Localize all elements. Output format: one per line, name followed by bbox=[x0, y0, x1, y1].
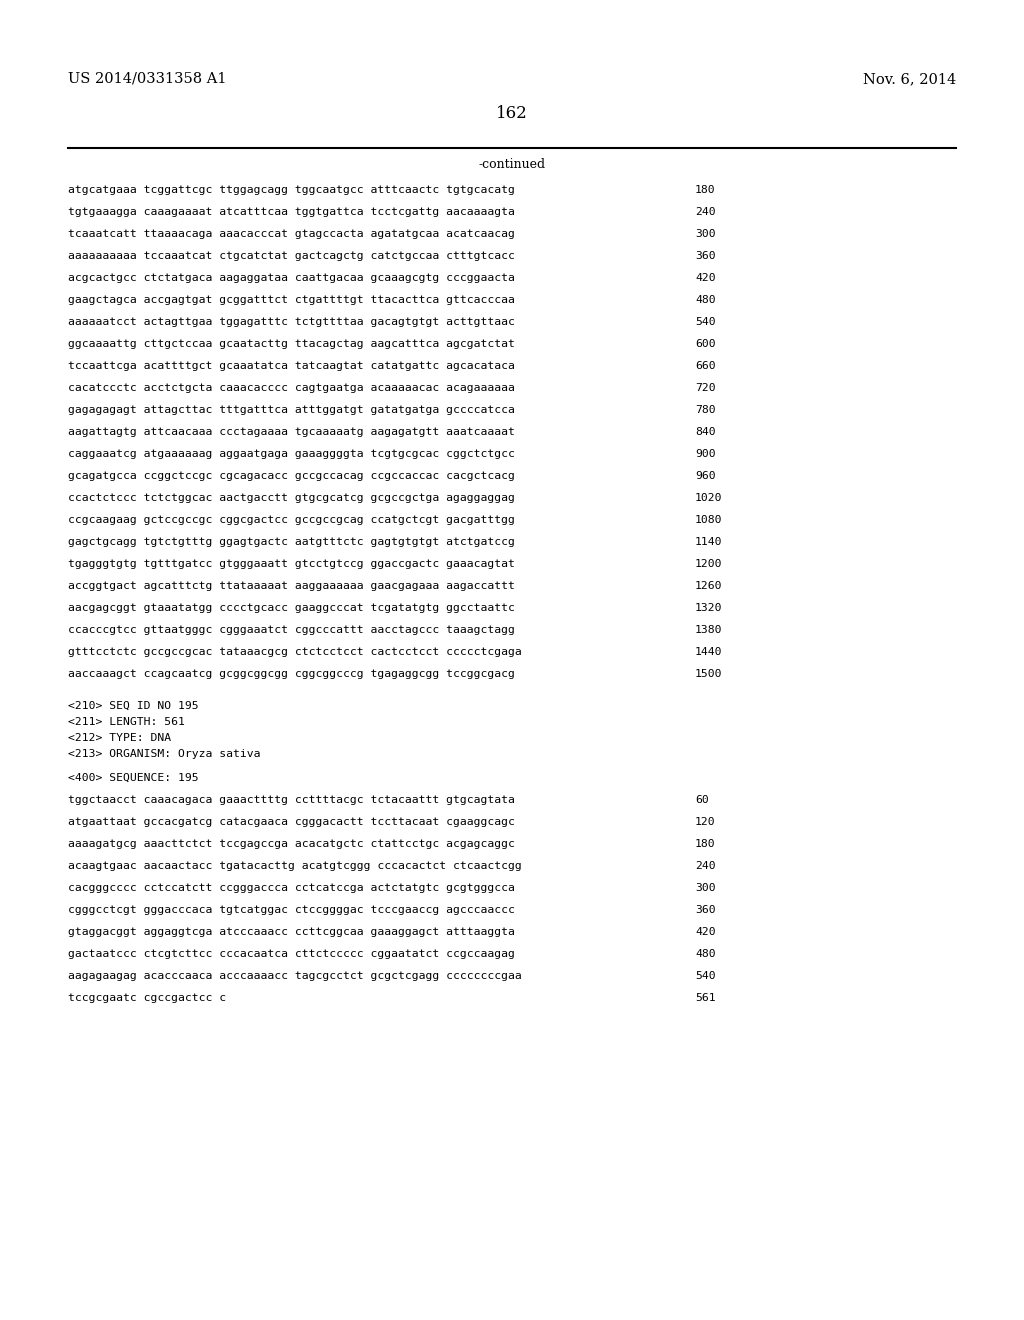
Text: 162: 162 bbox=[496, 106, 528, 121]
Text: 780: 780 bbox=[695, 405, 716, 414]
Text: 300: 300 bbox=[695, 228, 716, 239]
Text: atgaattaat gccacgatcg catacgaaca cgggacactt tccttacaat cgaaggcagc: atgaattaat gccacgatcg catacgaaca cgggaca… bbox=[68, 817, 515, 828]
Text: ccgcaagaag gctccgccgc cggcgactcc gccgccgcag ccatgctcgt gacgatttgg: ccgcaagaag gctccgccgc cggcgactcc gccgccg… bbox=[68, 515, 515, 525]
Text: tccgcgaatc cgccgactcc c: tccgcgaatc cgccgactcc c bbox=[68, 993, 226, 1003]
Text: US 2014/0331358 A1: US 2014/0331358 A1 bbox=[68, 73, 226, 86]
Text: acgcactgcc ctctatgaca aagaggataa caattgacaa gcaaagcgtg cccggaacta: acgcactgcc ctctatgaca aagaggataa caattga… bbox=[68, 273, 515, 282]
Text: caggaaatcg atgaaaaaag aggaatgaga gaaaggggta tcgtgcgcac cggctctgcc: caggaaatcg atgaaaaaag aggaatgaga gaaaggg… bbox=[68, 449, 515, 459]
Text: 360: 360 bbox=[695, 251, 716, 261]
Text: 360: 360 bbox=[695, 906, 716, 915]
Text: 1380: 1380 bbox=[695, 624, 723, 635]
Text: 1080: 1080 bbox=[695, 515, 723, 525]
Text: 300: 300 bbox=[695, 883, 716, 894]
Text: tccaattcga acattttgct gcaaatatca tatcaagtat catatgattc agcacataca: tccaattcga acattttgct gcaaatatca tatcaag… bbox=[68, 360, 515, 371]
Text: tggctaacct caaacagaca gaaacttttg ccttttacgc tctacaattt gtgcagtata: tggctaacct caaacagaca gaaacttttg cctttta… bbox=[68, 795, 515, 805]
Text: gactaatccc ctcgtcttcc cccacaatca cttctccccc cggaatatct ccgccaagag: gactaatccc ctcgtcttcc cccacaatca cttctcc… bbox=[68, 949, 515, 960]
Text: 1200: 1200 bbox=[695, 558, 723, 569]
Text: 60: 60 bbox=[695, 795, 709, 805]
Text: gcagatgcca ccggctccgc cgcagacacc gccgccacag ccgccaccac cacgctcacg: gcagatgcca ccggctccgc cgcagacacc gccgcca… bbox=[68, 471, 515, 480]
Text: aaccaaagct ccagcaatcg gcggcggcgg cggcggcccg tgagaggcgg tccggcgacg: aaccaaagct ccagcaatcg gcggcggcgg cggcggc… bbox=[68, 669, 515, 678]
Text: aaaaaaaaaa tccaaatcat ctgcatctat gactcagctg catctgccaa ctttgtcacc: aaaaaaaaaa tccaaatcat ctgcatctat gactcag… bbox=[68, 251, 515, 261]
Text: accggtgact agcatttctg ttataaaaat aaggaaaaaa gaacgagaaa aagaccattt: accggtgact agcatttctg ttataaaaat aaggaaa… bbox=[68, 581, 515, 591]
Text: gtaggacggt aggaggtcga atcccaaacc ccttcggcaa gaaaggagct atttaaggta: gtaggacggt aggaggtcga atcccaaacc ccttcgg… bbox=[68, 927, 515, 937]
Text: <211> LENGTH: 561: <211> LENGTH: 561 bbox=[68, 717, 185, 727]
Text: 1320: 1320 bbox=[695, 603, 723, 612]
Text: 240: 240 bbox=[695, 861, 716, 871]
Text: 240: 240 bbox=[695, 207, 716, 216]
Text: gagagagagt attagcttac tttgatttca atttggatgt gatatgatga gccccatcca: gagagagagt attagcttac tttgatttca atttgga… bbox=[68, 405, 515, 414]
Text: <400> SEQUENCE: 195: <400> SEQUENCE: 195 bbox=[68, 774, 199, 783]
Text: ggcaaaattg cttgctccaa gcaatacttg ttacagctag aagcatttca agcgatctat: ggcaaaattg cttgctccaa gcaatacttg ttacagc… bbox=[68, 339, 515, 348]
Text: 561: 561 bbox=[695, 993, 716, 1003]
Text: ccacccgtcc gttaatgggc cgggaaatct cggcccattt aacctagccc taaagctagg: ccacccgtcc gttaatgggc cgggaaatct cggccca… bbox=[68, 624, 515, 635]
Text: 1500: 1500 bbox=[695, 669, 723, 678]
Text: cgggcctcgt gggacccaca tgtcatggac ctccggggac tcccgaaccg agcccaaccc: cgggcctcgt gggacccaca tgtcatggac ctccggg… bbox=[68, 906, 515, 915]
Text: atgcatgaaa tcggattcgc ttggagcagg tggcaatgcc atttcaactc tgtgcacatg: atgcatgaaa tcggattcgc ttggagcagg tggcaat… bbox=[68, 185, 515, 195]
Text: 960: 960 bbox=[695, 471, 716, 480]
Text: 540: 540 bbox=[695, 972, 716, 981]
Text: acaagtgaac aacaactacc tgatacacttg acatgtcggg cccacactct ctcaactcgg: acaagtgaac aacaactacc tgatacacttg acatgt… bbox=[68, 861, 522, 871]
Text: -continued: -continued bbox=[478, 158, 546, 172]
Text: aaaagatgcg aaacttctct tccgagccga acacatgctc ctattcctgc acgagcaggc: aaaagatgcg aaacttctct tccgagccga acacatg… bbox=[68, 840, 515, 849]
Text: gagctgcagg tgtctgtttg ggagtgactc aatgtttctc gagtgtgtgt atctgatccg: gagctgcagg tgtctgtttg ggagtgactc aatgttt… bbox=[68, 537, 515, 546]
Text: aagattagtg attcaacaaa ccctagaaaa tgcaaaaatg aagagatgtt aaatcaaaat: aagattagtg attcaacaaa ccctagaaaa tgcaaaa… bbox=[68, 426, 515, 437]
Text: 1260: 1260 bbox=[695, 581, 723, 591]
Text: 1440: 1440 bbox=[695, 647, 723, 657]
Text: 480: 480 bbox=[695, 294, 716, 305]
Text: tgtgaaagga caaagaaaat atcatttcaa tggtgattca tcctcgattg aacaaaagta: tgtgaaagga caaagaaaat atcatttcaa tggtgat… bbox=[68, 207, 515, 216]
Text: 660: 660 bbox=[695, 360, 716, 371]
Text: ccactctccc tctctggcac aactgacctt gtgcgcatcg gcgccgctga agaggaggag: ccactctccc tctctggcac aactgacctt gtgcgca… bbox=[68, 492, 515, 503]
Text: Nov. 6, 2014: Nov. 6, 2014 bbox=[863, 73, 956, 86]
Text: 480: 480 bbox=[695, 949, 716, 960]
Text: <210> SEQ ID NO 195: <210> SEQ ID NO 195 bbox=[68, 701, 199, 711]
Text: 840: 840 bbox=[695, 426, 716, 437]
Text: 600: 600 bbox=[695, 339, 716, 348]
Text: 180: 180 bbox=[695, 185, 716, 195]
Text: 720: 720 bbox=[695, 383, 716, 393]
Text: aaaaaatcct actagttgaa tggagatttc tctgttttaa gacagtgtgt acttgttaac: aaaaaatcct actagttgaa tggagatttc tctgttt… bbox=[68, 317, 515, 327]
Text: 540: 540 bbox=[695, 317, 716, 327]
Text: 120: 120 bbox=[695, 817, 716, 828]
Text: <212> TYPE: DNA: <212> TYPE: DNA bbox=[68, 733, 171, 743]
Text: aacgagcggt gtaaatatgg cccctgcacc gaaggcccat tcgatatgtg ggcctaattc: aacgagcggt gtaaatatgg cccctgcacc gaaggcc… bbox=[68, 603, 515, 612]
Text: aagagaagag acacccaaca acccaaaacc tagcgcctct gcgctcgagg ccccccccgaa: aagagaagag acacccaaca acccaaaacc tagcgcc… bbox=[68, 972, 522, 981]
Text: 180: 180 bbox=[695, 840, 716, 849]
Text: cacatccctc acctctgcta caaacacccc cagtgaatga acaaaaacac acagaaaaaa: cacatccctc acctctgcta caaacacccc cagtgaa… bbox=[68, 383, 515, 393]
Text: gaagctagca accgagtgat gcggatttct ctgattttgt ttacacttca gttcacccaa: gaagctagca accgagtgat gcggatttct ctgattt… bbox=[68, 294, 515, 305]
Text: 900: 900 bbox=[695, 449, 716, 459]
Text: 1140: 1140 bbox=[695, 537, 723, 546]
Text: gtttcctctc gccgccgcac tataaacgcg ctctcctcct cactcctcct ccccctcgaga: gtttcctctc gccgccgcac tataaacgcg ctctcct… bbox=[68, 647, 522, 657]
Text: cacgggcccc cctccatctt ccgggaccca cctcatccga actctatgtc gcgtgggcca: cacgggcccc cctccatctt ccgggaccca cctcatc… bbox=[68, 883, 515, 894]
Text: <213> ORGANISM: Oryza sativa: <213> ORGANISM: Oryza sativa bbox=[68, 748, 260, 759]
Text: 1020: 1020 bbox=[695, 492, 723, 503]
Text: 420: 420 bbox=[695, 927, 716, 937]
Text: tcaaatcatt ttaaaacaga aaacacccat gtagccacta agatatgcaa acatcaacag: tcaaatcatt ttaaaacaga aaacacccat gtagcca… bbox=[68, 228, 515, 239]
Text: tgagggtgtg tgtttgatcc gtgggaaatt gtcctgtccg ggaccgactc gaaacagtat: tgagggtgtg tgtttgatcc gtgggaaatt gtcctgt… bbox=[68, 558, 515, 569]
Text: 420: 420 bbox=[695, 273, 716, 282]
